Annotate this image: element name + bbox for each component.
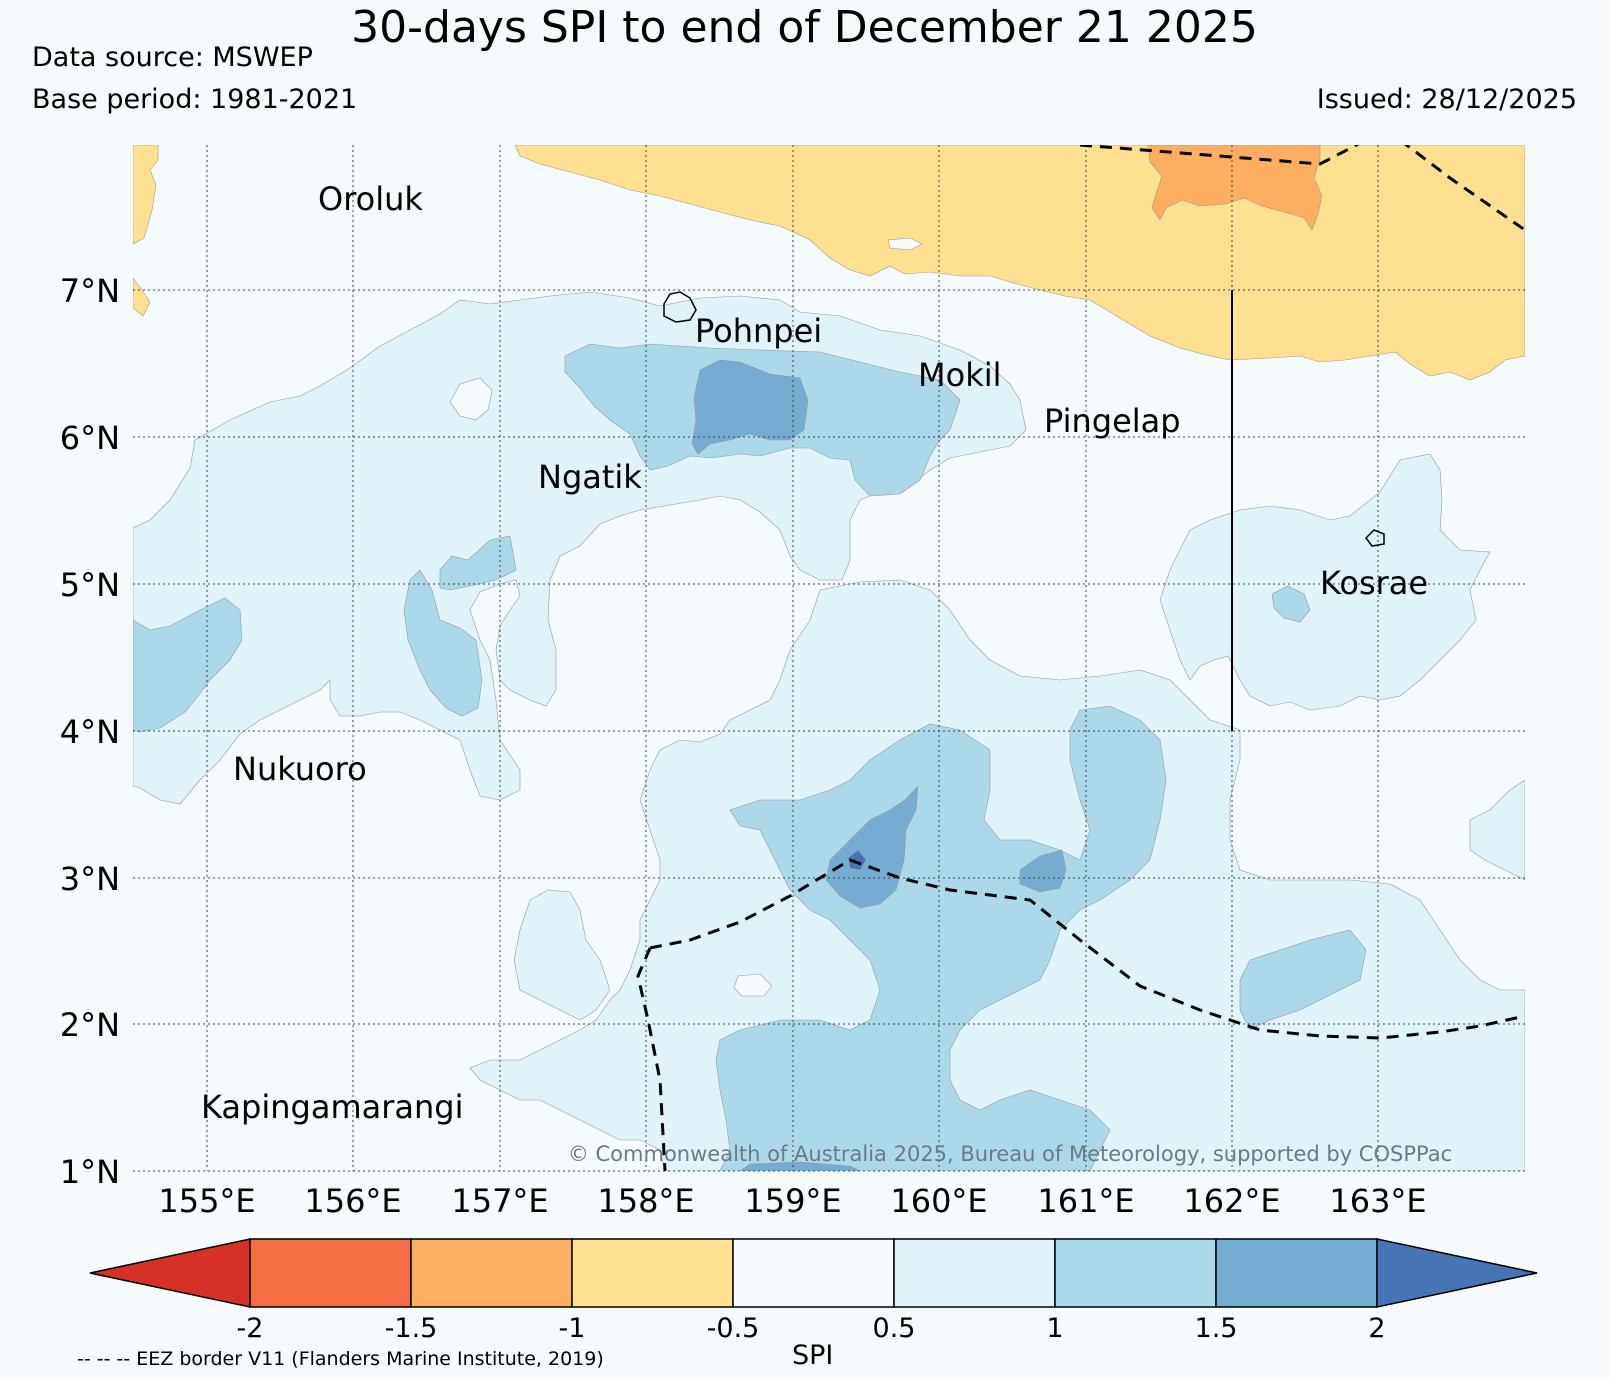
lon-label: 158°E — [597, 1182, 694, 1220]
island-outlines — [663, 291, 1385, 547]
colorbar-tick-label: 1 — [1046, 1313, 1063, 1344]
place-label: Kapingamarangi — [201, 1088, 463, 1126]
gridlines — [133, 145, 1525, 1172]
colorbar-tick-label: -0.5 — [707, 1313, 760, 1344]
spi-region-dry-west — [133, 145, 159, 245]
pohnpei-island — [663, 291, 697, 323]
place-labels: Oroluk Pohnpei Mokil Pingelap Ngatik Kos… — [201, 180, 1428, 1126]
colorbar-segment — [1215, 1238, 1378, 1308]
colorbar-segment — [249, 1238, 412, 1308]
colorbar-tick-label: -1 — [559, 1313, 586, 1344]
place-label: Mokil — [918, 356, 1002, 394]
lon-label: 155°E — [158, 1182, 255, 1220]
issued-date: Issued: 28/12/2025 — [1316, 84, 1577, 115]
colorbar-tick-label: -1.5 — [385, 1313, 438, 1344]
longitude-labels: 155°E 156°E 157°E 158°E 159°E 160°E 161°… — [158, 1182, 1426, 1220]
colorbar-tick-label: -2 — [237, 1313, 264, 1344]
place-label: Pingelap — [1044, 402, 1181, 440]
spi-region-moderately-dry — [1147, 145, 1323, 231]
lon-label: 163°E — [1329, 1182, 1426, 1220]
colorbar-label: SPI — [792, 1340, 834, 1371]
colorbar-segment — [1054, 1238, 1217, 1308]
colorbar-tick-label: 0.5 — [873, 1313, 916, 1344]
colorbar-segment — [410, 1238, 573, 1308]
spi-region-light-wet-east — [1159, 453, 1491, 711]
lon-label: 157°E — [451, 1182, 548, 1220]
lat-label: 2°N — [60, 1006, 120, 1044]
lon-label: 159°E — [744, 1182, 841, 1220]
colorbar-arrow-low — [89, 1238, 251, 1308]
map-title: 30-days SPI to end of December 21 2025 — [351, 2, 1258, 53]
lon-label: 161°E — [1037, 1182, 1134, 1220]
lon-label: 162°E — [1183, 1182, 1280, 1220]
colorbar-segment — [732, 1238, 895, 1308]
lat-label: 3°N — [60, 860, 120, 898]
lat-label: 4°N — [60, 713, 120, 751]
base-period: Base period: 1981-2021 — [32, 84, 358, 115]
colorbar-arrow-high — [1376, 1238, 1538, 1308]
data-source: Data source: MSWEP — [32, 42, 313, 73]
kosrae-island — [1365, 529, 1385, 547]
colorbar-segment — [893, 1238, 1056, 1308]
lon-label: 156°E — [304, 1182, 401, 1220]
spi-region-extremely-wet — [847, 849, 867, 871]
colorbar-segment — [571, 1238, 734, 1308]
lat-label: 5°N — [60, 566, 120, 604]
place-label: Pohnpei — [695, 312, 822, 350]
spi-region-very-wet-north — [691, 359, 809, 455]
colorbar: -2 -1.5 -1 -0.5 0.5 1 1.5 2 — [89, 1238, 1538, 1344]
place-label: Kosrae — [1320, 564, 1428, 602]
lon-label: 160°E — [890, 1182, 987, 1220]
copyright-notice: © Commonwealth of Australia 2025, Bureau… — [568, 1142, 1452, 1166]
lat-label: 6°N — [60, 419, 120, 457]
place-label: Nukuoro — [233, 750, 367, 788]
lat-label: 1°N — [60, 1153, 120, 1191]
lat-label: 7°N — [60, 272, 120, 310]
eez-borders — [636, 145, 1525, 1171]
colorbar-tick-label: 1.5 — [1195, 1313, 1238, 1344]
spi-region-wet-south — [715, 705, 1167, 1171]
place-label: Ngatik — [538, 458, 642, 496]
spi-field — [133, 145, 1525, 1171]
latitude-labels: 7°N 6°N 5°N 4°N 3°N 2°N 1°N — [60, 272, 120, 1191]
eez-footnote: -- -- -- EEZ border V11 (Flanders Marine… — [77, 1348, 604, 1370]
place-label: Oroluk — [318, 180, 423, 218]
colorbar-tick-label: 2 — [1368, 1313, 1385, 1344]
